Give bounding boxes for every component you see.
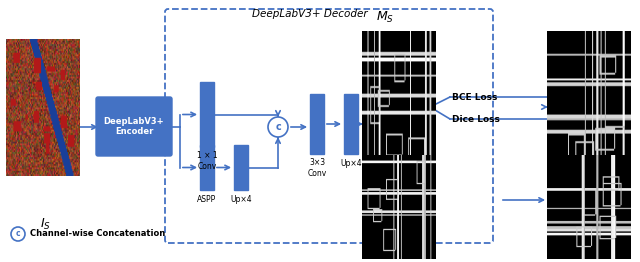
Bar <box>310 94 324 154</box>
Text: Up×4: Up×4 <box>230 195 252 205</box>
Bar <box>200 145 214 190</box>
Text: DeepLabV3+
Encoder: DeepLabV3+ Encoder <box>104 117 164 136</box>
Bar <box>344 94 358 154</box>
Text: c: c <box>16 230 20 238</box>
Text: $I_P$: $I_P$ <box>424 242 435 258</box>
Circle shape <box>268 117 288 137</box>
Circle shape <box>11 227 25 241</box>
Text: Up×4: Up×4 <box>340 160 362 168</box>
Text: 1 × 1
Conv: 1 × 1 Conv <box>196 151 218 171</box>
FancyBboxPatch shape <box>96 97 172 156</box>
Text: Channel-wise Concatenation: Channel-wise Concatenation <box>30 230 165 238</box>
Text: ASPP: ASPP <box>197 195 216 205</box>
Text: c: c <box>275 122 281 132</box>
Text: Dice Loss: Dice Loss <box>452 114 500 123</box>
Text: $M_S$: $M_S$ <box>376 9 394 25</box>
Text: 3×3
Conv: 3×3 Conv <box>307 158 326 178</box>
Bar <box>234 145 248 190</box>
Text: BCE Loss: BCE Loss <box>452 92 497 101</box>
Bar <box>200 82 214 147</box>
Text: $I_S$: $I_S$ <box>40 216 51 232</box>
Text: $I_C$: $I_C$ <box>594 216 606 232</box>
Text: $M_P$: $M_P$ <box>591 242 609 258</box>
Text: DeepLabV3+ Decoder: DeepLabV3+ Decoder <box>252 9 368 19</box>
